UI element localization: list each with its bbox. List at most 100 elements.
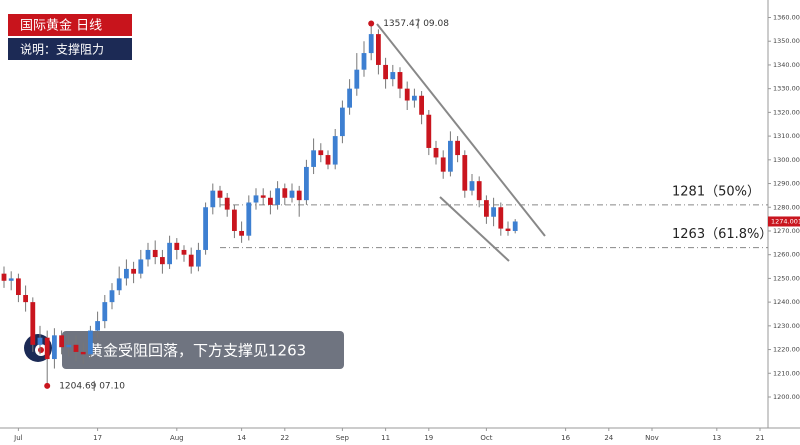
candle-body bbox=[296, 190, 302, 201]
candle-body bbox=[196, 249, 201, 267]
y-tick-label: 1280.000 bbox=[773, 203, 800, 211]
candle-body bbox=[347, 88, 352, 108]
candle-body bbox=[73, 344, 79, 352]
candle-body bbox=[498, 207, 504, 229]
candle-body bbox=[484, 200, 489, 217]
candle-body bbox=[397, 72, 403, 89]
x-tick-label: Sep bbox=[336, 434, 350, 442]
candle-body bbox=[152, 249, 158, 258]
x-tick-label: 11 bbox=[381, 434, 390, 442]
candle-body bbox=[246, 202, 252, 236]
candle-body bbox=[167, 242, 172, 265]
x-tick-label: Jul bbox=[13, 434, 23, 442]
candle-body bbox=[476, 181, 482, 201]
candle-body bbox=[232, 209, 237, 231]
chart-subtitle: 说明：支撑阻力 bbox=[20, 42, 104, 57]
trend-line bbox=[439, 196, 510, 262]
candle-body bbox=[433, 147, 439, 158]
candle-body bbox=[340, 107, 345, 137]
y-tick-label: 1220.000 bbox=[773, 346, 800, 354]
candle-body bbox=[37, 337, 43, 345]
y-tick-label: 1240.000 bbox=[773, 298, 800, 306]
extreme-price: 1204.69 bbox=[59, 381, 96, 391]
candle-body bbox=[404, 88, 410, 101]
x-tick-label: 24 bbox=[604, 434, 613, 442]
candle-body bbox=[332, 136, 338, 165]
x-tick-label: Nov bbox=[645, 434, 659, 442]
y-tick-label: 1200.000 bbox=[773, 393, 800, 401]
extreme-marker bbox=[44, 382, 51, 389]
candle-body bbox=[1, 273, 7, 281]
y-tick-label: 1300.000 bbox=[773, 156, 800, 164]
extreme-marker bbox=[368, 20, 375, 27]
candle-body bbox=[174, 242, 180, 250]
candle-body bbox=[390, 72, 396, 80]
x-tick-label: 17 bbox=[93, 434, 102, 442]
candle-body bbox=[325, 155, 331, 165]
candle-body bbox=[440, 157, 446, 172]
candle-body bbox=[318, 150, 324, 156]
title-box bbox=[8, 14, 132, 36]
candle-body bbox=[412, 95, 417, 101]
candle-body bbox=[145, 249, 151, 260]
candle-body bbox=[109, 290, 115, 303]
candle-body bbox=[253, 195, 259, 203]
candle-body bbox=[59, 335, 64, 348]
candle-body bbox=[66, 344, 72, 348]
annotation: 黄金受阻回落，下方支撑见1263 bbox=[88, 342, 306, 360]
candle-body bbox=[376, 34, 381, 65]
y-tick-label: 1260.000 bbox=[773, 251, 800, 259]
candle-body bbox=[282, 188, 288, 198]
candle-body bbox=[448, 140, 453, 172]
last-price-box bbox=[768, 216, 800, 227]
x-tick-label: 14 bbox=[237, 434, 246, 442]
level-label: 1263（61.8%） bbox=[672, 227, 772, 242]
annotation-box bbox=[62, 331, 344, 369]
candle-body bbox=[289, 190, 295, 198]
candle-body bbox=[217, 190, 223, 198]
y-tick-label: 1330.000 bbox=[773, 85, 800, 93]
y-tick-label: 1320.000 bbox=[773, 108, 800, 116]
y-tick-label: 1360.000 bbox=[773, 14, 800, 22]
candle-body bbox=[138, 259, 144, 274]
candle-body bbox=[52, 335, 57, 360]
candle-body bbox=[304, 166, 309, 201]
candle-body bbox=[181, 249, 187, 255]
candle-body bbox=[16, 278, 21, 296]
candle-body bbox=[95, 321, 100, 331]
y-tick-label: 1290.000 bbox=[773, 180, 800, 188]
chart-title: 国际黄金 日线 bbox=[20, 18, 102, 34]
x-tick-label: 19 bbox=[424, 434, 433, 442]
x-tick-label: 22 bbox=[280, 434, 289, 442]
x-tick-label: 16 bbox=[561, 434, 570, 442]
y-tick-label: 1250.000 bbox=[773, 274, 800, 282]
candle-body bbox=[383, 64, 388, 80]
candle-body bbox=[311, 150, 316, 167]
y-tick-label: 1210.000 bbox=[773, 369, 800, 377]
candle-body bbox=[354, 69, 360, 89]
candle-body bbox=[239, 230, 244, 236]
candle-body bbox=[210, 190, 216, 208]
candle-body bbox=[80, 351, 86, 355]
candle-body bbox=[224, 197, 230, 210]
candle-body bbox=[102, 302, 108, 322]
x-tick-label: Aug bbox=[170, 434, 184, 442]
y-tick-label: 1310.000 bbox=[773, 132, 800, 140]
candle-body bbox=[203, 207, 208, 250]
candle-body bbox=[426, 114, 432, 148]
y-tick-label: 1350.000 bbox=[773, 37, 800, 45]
candle-body bbox=[160, 257, 165, 265]
candle-body bbox=[88, 330, 93, 355]
last-price: 1274.001 bbox=[771, 217, 800, 225]
y-tick-label: 1270.000 bbox=[773, 227, 800, 235]
candle-body bbox=[462, 155, 468, 191]
x-tick-label: 21 bbox=[756, 434, 765, 442]
candle-body bbox=[455, 140, 460, 156]
candle-body bbox=[491, 207, 496, 217]
extreme-date: 09.08 bbox=[423, 19, 449, 29]
subtitle-box bbox=[8, 38, 132, 60]
candle-body bbox=[361, 53, 367, 70]
x-tick-label: 13 bbox=[712, 434, 721, 442]
candle-body bbox=[124, 268, 129, 279]
